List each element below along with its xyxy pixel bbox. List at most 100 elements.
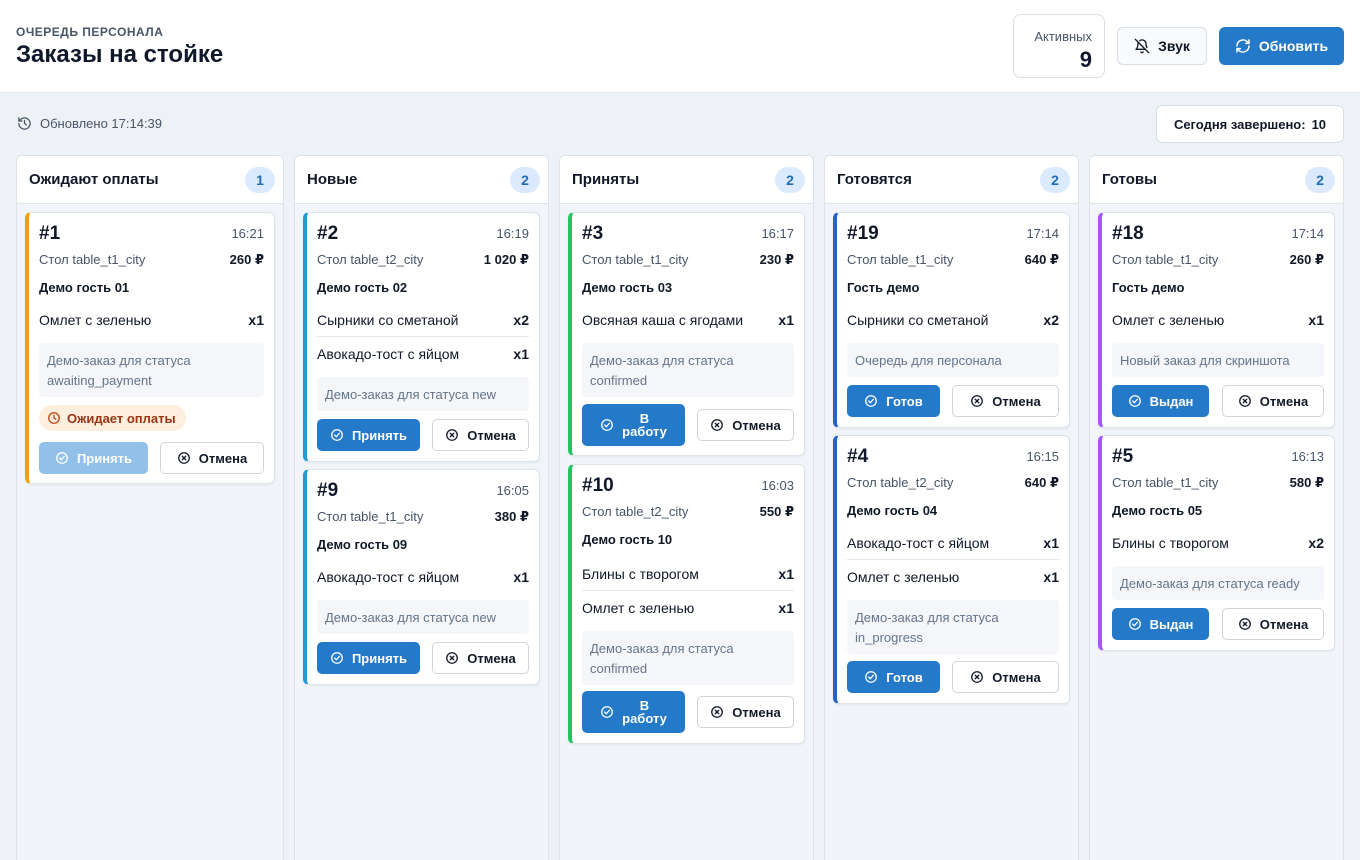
accept-button-label: Принять (76, 450, 133, 466)
order-item: Авокадо-тост с яйцом x1 (847, 526, 1059, 560)
cancel-button[interactable]: Отмена (952, 661, 1059, 693)
column-count-badge: 2 (510, 166, 540, 193)
order-guest: Демо гость 10 (582, 532, 673, 547)
order-number: #10 (582, 475, 614, 496)
order-card-9[interactable]: #9 16:05 Стол table_t1_city 380 ₽ Демо г… (303, 469, 540, 685)
accept-button[interactable]: Принять (317, 642, 420, 674)
order-card-1[interactable]: #1 16:21 Стол table_t1_city 260 ₽ Демо г… (25, 212, 275, 484)
order-table: Стол table_t1_city (1112, 475, 1219, 490)
order-table: Стол table_t2_city (317, 252, 424, 267)
check-circle-icon (330, 428, 344, 442)
start-work-label-line1: В (639, 411, 650, 426)
column-ready: Готовы 2 #18 17:14 Стол table_t1_city 26… (1089, 155, 1344, 860)
item-name: Авокадо-тост с яйцом (317, 346, 460, 362)
cancel-button[interactable]: Отмена (432, 419, 529, 451)
order-total: 580 ₽ (1289, 475, 1324, 490)
column-count-badge: 2 (1040, 166, 1070, 193)
order-card-3[interactable]: #3 16:17 Стол table_t1_city 230 ₽ Демо г… (568, 212, 805, 456)
active-counter-label: Активных (1034, 29, 1092, 44)
clock-icon (47, 411, 61, 425)
item-name: Омлет с зеленью (1112, 312, 1225, 328)
order-number: #3 (582, 223, 604, 244)
order-table: Стол table_t1_city (847, 252, 954, 267)
item-name: Овсяная каша с ягодами (582, 312, 744, 328)
issued-button[interactable]: Выдан (1112, 385, 1209, 417)
order-card-19[interactable]: #19 17:14 Стол table_t1_city 640 ₽ Гость… (833, 212, 1070, 428)
check-circle-icon (1128, 394, 1142, 408)
order-note: Демо-заказ для статуса ready (1112, 566, 1324, 600)
sound-toggle-button[interactable]: Звук (1117, 27, 1207, 65)
order-time: 17:14 (1291, 226, 1324, 241)
order-total: 640 ₽ (1024, 475, 1059, 490)
order-number: #2 (317, 223, 339, 244)
order-total: 550 ₽ (759, 504, 794, 519)
ready-button[interactable]: Готов (847, 385, 940, 417)
refresh-button[interactable]: Обновить (1219, 27, 1344, 65)
order-guest: Демо гость 05 (1112, 503, 1203, 518)
cancel-button[interactable]: Отмена (697, 696, 794, 728)
order-card-18[interactable]: #18 17:14 Стол table_t1_city 260 ₽ Гость… (1098, 212, 1335, 428)
x-circle-icon (710, 705, 724, 719)
check-circle-icon (1128, 617, 1142, 631)
item-name: Омлет с зеленью (847, 569, 960, 585)
order-card-2[interactable]: #2 16:19 Стол table_t2_city 1 020 ₽ Демо… (303, 212, 540, 462)
order-table: Стол table_t1_city (1112, 252, 1219, 267)
completed-today-counter: Сегодня завершено: 10 (1156, 105, 1344, 143)
item-name: Блины с творогом (582, 565, 699, 582)
cancel-button[interactable]: Отмена (952, 385, 1059, 417)
order-number: #1 (39, 223, 61, 244)
order-card-10[interactable]: #10 16:03 Стол table_t2_city 550 ₽ Демо … (568, 464, 805, 744)
start-work-label-line2: работу (622, 711, 667, 726)
cancel-button-label: Отмена (467, 427, 516, 443)
cancel-button-label: Отмена (198, 450, 248, 466)
column-header: Ожидают оплаты 1 (17, 156, 283, 204)
item-name: Авокадо-тост с яйцом (317, 569, 460, 585)
x-circle-icon (970, 394, 984, 408)
order-guest: Демо гость 09 (317, 537, 408, 552)
column-title: Новые (307, 171, 358, 188)
cancel-button-label: Отмена (992, 393, 1041, 409)
cancel-button[interactable]: Отмена (160, 442, 264, 474)
order-total: 380 ₽ (494, 509, 529, 524)
order-time: 17:14 (1026, 226, 1059, 241)
order-card-5[interactable]: #5 16:13 Стол table_t1_city 580 ₽ Демо г… (1098, 435, 1335, 651)
order-time: 16:13 (1291, 449, 1324, 464)
order-note: Демо-заказ для статуса new (317, 600, 529, 634)
start-work-label-line2: работу (622, 424, 667, 439)
order-item: Сырники со сметаной x2 (847, 303, 1059, 337)
accept-button[interactable]: Принять (317, 419, 420, 451)
order-guest: Демо гость 02 (317, 280, 408, 295)
start-work-button[interactable]: В работу (582, 404, 685, 446)
x-circle-icon (177, 451, 191, 465)
order-guest: Демо гость 01 (39, 280, 130, 295)
cancel-button[interactable]: Отмена (1222, 608, 1324, 640)
x-circle-icon (970, 670, 984, 684)
order-time: 16:15 (1026, 449, 1059, 464)
start-work-button-label: В работу (622, 699, 667, 725)
item-qty: x1 (778, 312, 794, 328)
order-guest: Гость демо (847, 280, 920, 295)
column-count-badge: 2 (1305, 166, 1335, 193)
order-table: Стол table_t2_city (582, 504, 689, 519)
cancel-button[interactable]: Отмена (697, 409, 794, 441)
order-note: Демо-заказ для статуса confirmed (582, 631, 794, 685)
ready-button-label: Готов (886, 393, 923, 409)
cancel-button[interactable]: Отмена (432, 642, 529, 674)
order-table: Стол table_t1_city (39, 252, 146, 267)
active-counter: Активных 9 (1013, 14, 1105, 78)
item-name: Блины с творогом (1112, 535, 1229, 551)
cancel-button[interactable]: Отмена (1222, 385, 1324, 417)
order-item: Сырники со сметаной x2 (317, 303, 529, 337)
status-badge: Ожидает оплаты (39, 405, 186, 431)
ready-button[interactable]: Готов (847, 661, 940, 693)
issued-button[interactable]: Выдан (1112, 608, 1209, 640)
start-work-button[interactable]: В работу (582, 691, 685, 733)
x-circle-icon (1238, 617, 1252, 631)
order-item: Омлет с зеленью x1 (847, 560, 1059, 594)
order-table: Стол table_t1_city (317, 509, 424, 524)
accept-button[interactable]: Принять (39, 442, 148, 474)
column-count-badge: 2 (775, 166, 805, 193)
order-card-4[interactable]: #4 16:15 Стол table_t2_city 640 ₽ Демо г… (833, 435, 1070, 704)
order-table: Стол table_t1_city (582, 252, 689, 267)
last-updated-text: Обновлено 17:14:39 (40, 116, 163, 131)
